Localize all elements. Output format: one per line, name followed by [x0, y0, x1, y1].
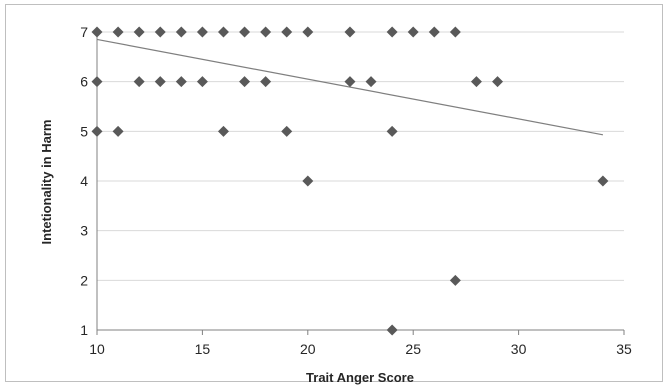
- data-point: [407, 26, 419, 38]
- data-point: [217, 125, 229, 137]
- data-point: [597, 175, 609, 187]
- data-point: [91, 76, 103, 88]
- data-point: [260, 26, 272, 38]
- data-point: [470, 76, 482, 88]
- data-point: [239, 26, 251, 38]
- y-tick-label-1: 1: [80, 322, 88, 338]
- data-point: [133, 26, 145, 38]
- y-tick-label-5: 5: [80, 123, 88, 139]
- data-point: [492, 76, 504, 88]
- y-axis-title: Intetionality in Harm: [39, 120, 54, 245]
- data-point: [386, 125, 398, 137]
- data-point: [386, 324, 398, 336]
- tick-labels: 1 2 3 4 5 6 7 10 15 20 25 30 35: [80, 24, 632, 357]
- data-point: [91, 26, 103, 38]
- y-tick-label-4: 4: [80, 173, 88, 189]
- data-point: [133, 76, 145, 88]
- y-tick-label-6: 6: [80, 74, 88, 90]
- data-point: [428, 26, 440, 38]
- data-point: [196, 26, 208, 38]
- data-point: [112, 125, 124, 137]
- x-tick-label-35: 35: [616, 341, 632, 357]
- data-point: [449, 274, 461, 286]
- data-point: [365, 76, 377, 88]
- data-point: [449, 26, 461, 38]
- data-point: [386, 26, 398, 38]
- axes: [96, 32, 625, 335]
- y-tick-label-3: 3: [80, 223, 88, 239]
- data-point: [217, 26, 229, 38]
- data-point: [302, 26, 314, 38]
- data-point: [239, 76, 251, 88]
- data-point: [175, 26, 187, 38]
- data-point: [281, 125, 293, 137]
- data-point: [154, 26, 166, 38]
- data-point: [112, 26, 124, 38]
- x-tick-label-20: 20: [300, 341, 316, 357]
- x-tick-label-25: 25: [405, 341, 421, 357]
- data-point: [344, 26, 356, 38]
- x-tick-label-10: 10: [89, 341, 105, 357]
- gridlines: [97, 31, 624, 331]
- x-axis-title: Trait Anger Score: [306, 370, 414, 385]
- data-points: [91, 26, 609, 336]
- data-point: [175, 76, 187, 88]
- data-point: [196, 76, 208, 88]
- x-tick-label-15: 15: [195, 341, 211, 357]
- data-point: [154, 76, 166, 88]
- data-point: [91, 125, 103, 137]
- chart-frame: [5, 4, 663, 382]
- x-tick-label-30: 30: [511, 341, 527, 357]
- data-point: [260, 76, 272, 88]
- data-point: [344, 76, 356, 88]
- y-tick-label-7: 7: [80, 24, 88, 40]
- data-point: [281, 26, 293, 38]
- y-tick-label-2: 2: [80, 272, 88, 288]
- data-point: [302, 175, 314, 187]
